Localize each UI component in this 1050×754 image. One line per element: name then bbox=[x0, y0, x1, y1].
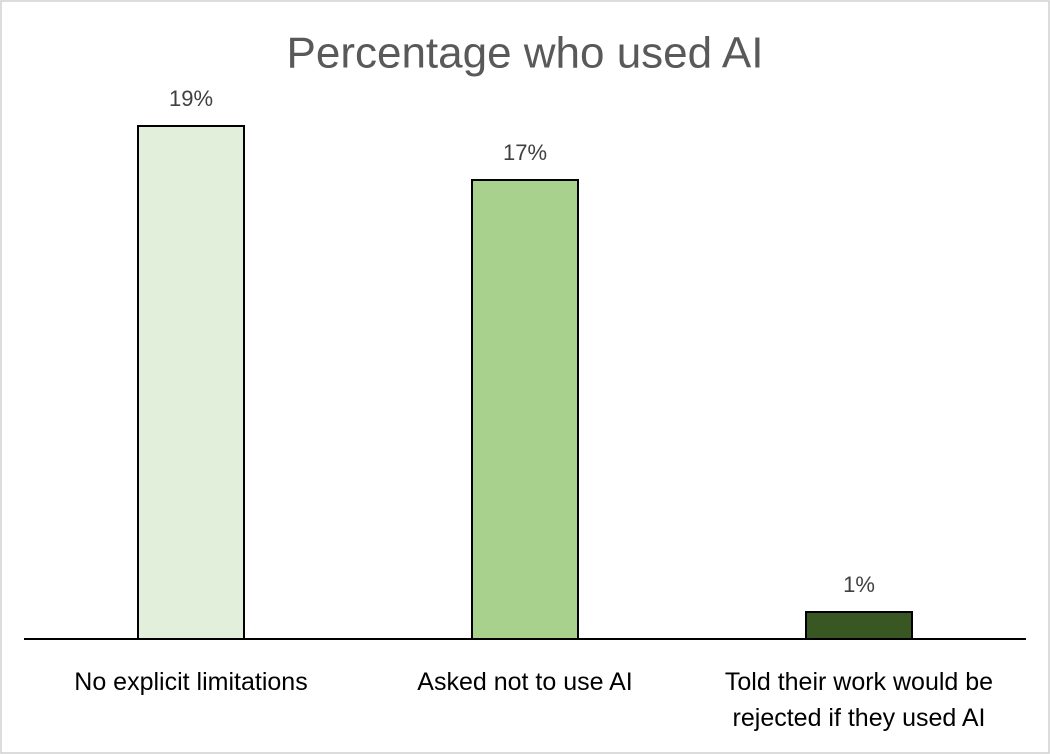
bar bbox=[471, 179, 579, 640]
x-tick-label: Told their work would be rejected if the… bbox=[724, 668, 994, 732]
bar bbox=[805, 611, 913, 640]
value-label: 17% bbox=[503, 140, 547, 165]
x-tick-label: No explicit limitations bbox=[74, 668, 308, 696]
value-label: 19% bbox=[169, 86, 213, 111]
bar bbox=[137, 125, 245, 640]
value-label: 1% bbox=[843, 572, 875, 597]
chart-title: Percentage who used AI bbox=[287, 29, 764, 78]
x-tick-label: Asked not to use AI bbox=[417, 668, 633, 696]
